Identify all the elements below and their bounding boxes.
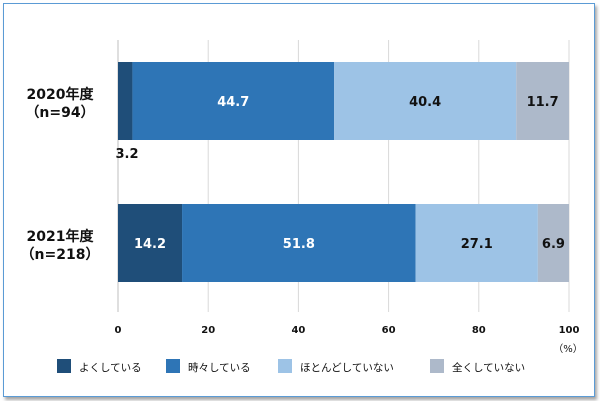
data-label: 51.8 (283, 237, 315, 252)
data-label: 27.1 (461, 237, 493, 252)
x-tick-label: 100 (559, 325, 580, 336)
data-label: 11.7 (527, 95, 559, 110)
x-tick-label: 40 (291, 325, 305, 336)
x-tick-label: 60 (382, 325, 396, 336)
x-unit-label: （%） (553, 343, 583, 355)
data-label: 14.2 (134, 237, 166, 252)
category-label: （n=218） (21, 247, 100, 263)
category-label: 2021年度 (27, 228, 95, 245)
bar-segment (334, 62, 517, 140)
bar-segment (537, 204, 569, 282)
data-label: 40.4 (409, 95, 441, 110)
x-tick-label: 20 (201, 325, 215, 336)
x-tick-label: 0 (115, 325, 122, 336)
bar-segment (118, 204, 183, 282)
legend-label: 時々している (188, 362, 251, 374)
legend-swatch (278, 359, 292, 373)
data-label: 6.9 (542, 237, 565, 252)
legend-label: よくしている (79, 362, 142, 374)
legend-label: 全くしていない (452, 361, 525, 374)
category-label: 2020年度 (27, 86, 95, 103)
bar-segment (182, 204, 416, 282)
data-label: 44.7 (217, 95, 249, 110)
legend-label: ほとんどしていない (300, 362, 394, 374)
data-label-outside: 3.2 (115, 147, 138, 162)
bar-segment (516, 62, 569, 140)
legend-swatch (57, 359, 71, 373)
legend-swatch (430, 359, 444, 373)
bar-segment (118, 62, 133, 140)
x-tick-label: 80 (472, 325, 486, 336)
bar-segment (415, 204, 538, 282)
legend-swatch (166, 359, 180, 373)
category-label: （n=94） (25, 105, 94, 121)
bar-segment (132, 62, 335, 140)
